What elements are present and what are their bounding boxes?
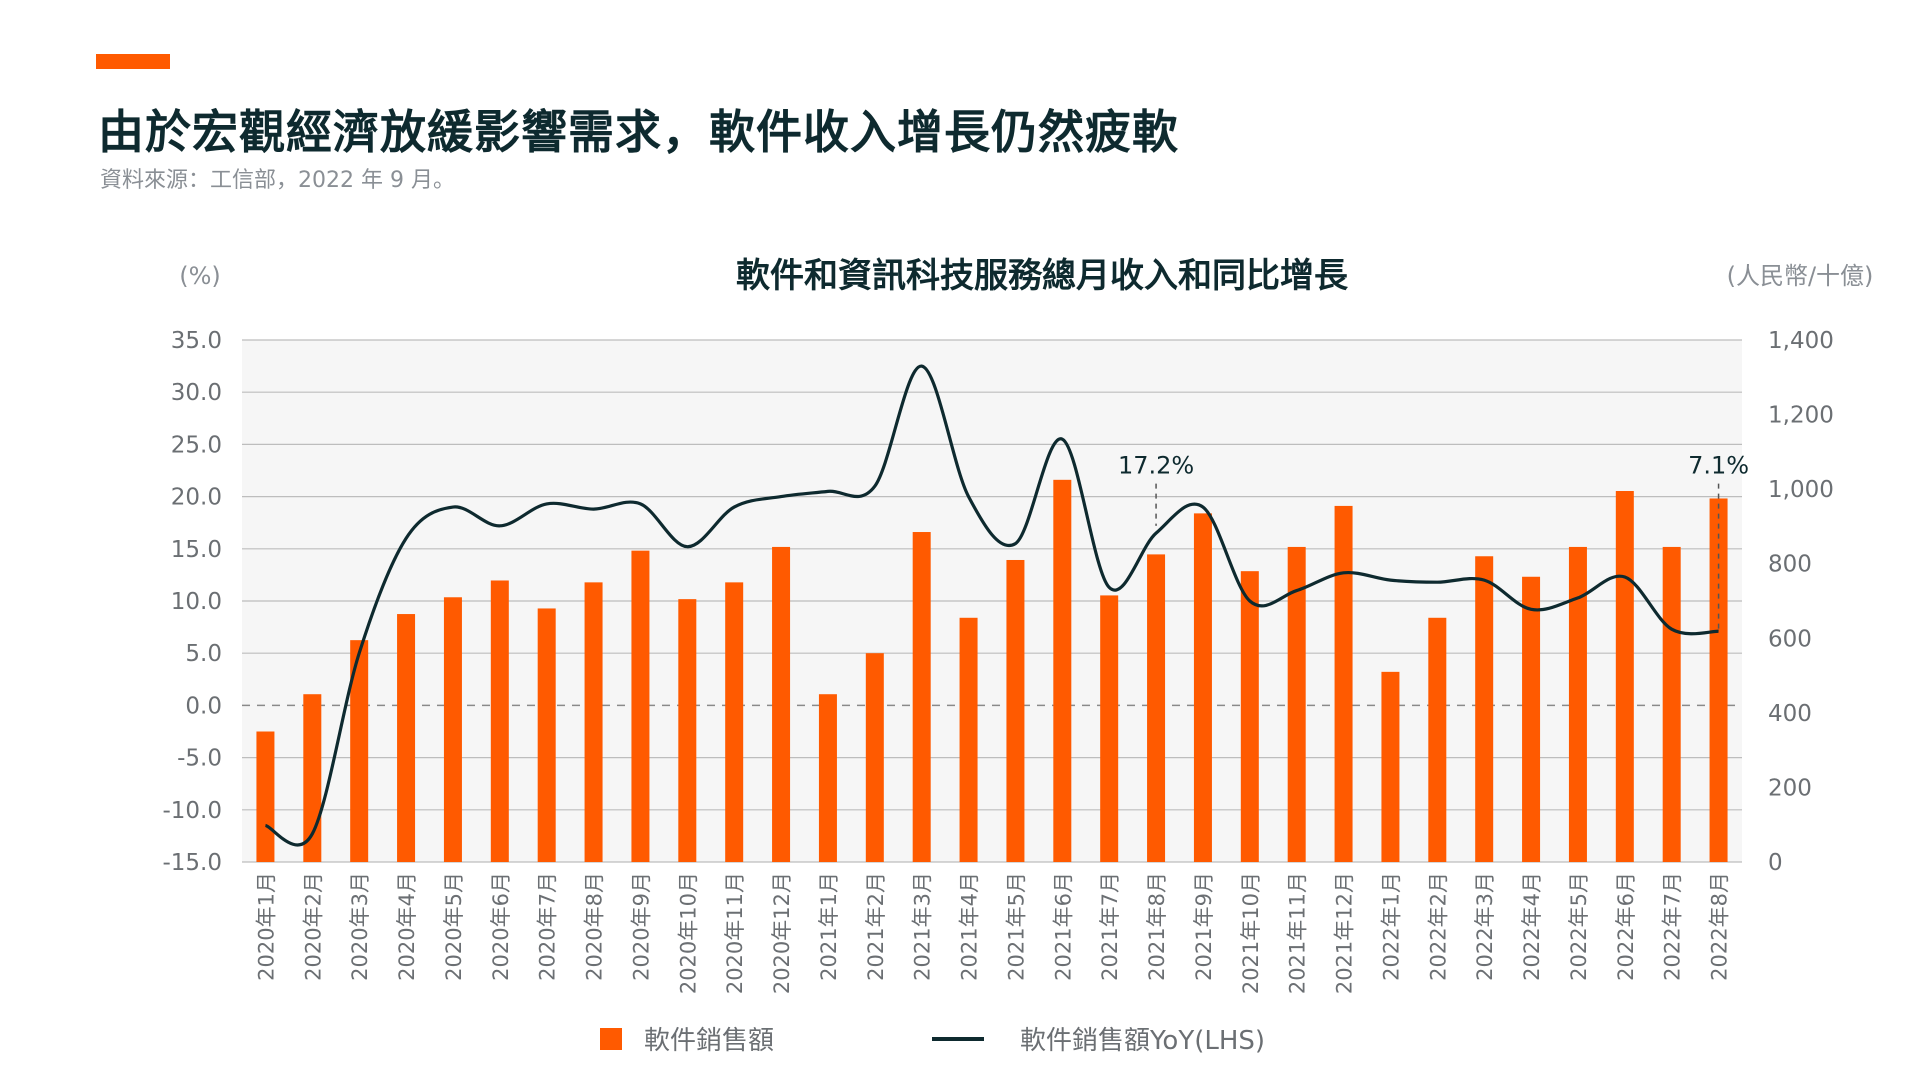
right-tick-label: 800	[1768, 552, 1812, 578]
bar	[1709, 498, 1728, 862]
left-tick-label: 5.0	[185, 641, 222, 667]
left-tick-label: -5.0	[177, 746, 222, 772]
x-tick-label: 2022年2月	[1426, 872, 1450, 981]
right-tick-label: 600	[1768, 626, 1812, 652]
x-tick-label: 2020年11月	[723, 872, 747, 994]
bar	[490, 580, 509, 862]
yoy-line	[264, 364, 1719, 847]
right-tick-label: 1,000	[1768, 477, 1834, 503]
bar	[725, 582, 744, 862]
x-tick-label: 2021年4月	[958, 872, 982, 981]
x-tick-label: 2020年8月	[583, 872, 607, 981]
bar	[772, 546, 791, 862]
bar	[1615, 491, 1634, 862]
bar	[584, 582, 603, 862]
legend-bar-swatch	[600, 1027, 622, 1050]
right-tick-label: 400	[1768, 701, 1812, 727]
page-source: 資料來源：工信部，2022 年 9 月。	[100, 168, 455, 193]
x-tick-label: 2022年3月	[1473, 872, 1497, 981]
annotation-label: 7.1%	[1688, 452, 1749, 480]
x-tick-label: 2022年5月	[1567, 872, 1591, 981]
bar	[865, 653, 884, 862]
bar	[1568, 546, 1587, 862]
left-tick-label: 30.0	[171, 380, 222, 406]
bar	[1662, 546, 1681, 862]
x-tick-label: 2021年11月	[1286, 872, 1310, 994]
bar	[443, 597, 462, 862]
x-tick-label: 2021年10月	[1239, 872, 1263, 994]
bar	[912, 532, 931, 862]
right-axis-unit: (人民幣/十億)	[1727, 262, 1874, 290]
x-tick-label: 2020年6月	[489, 872, 513, 981]
legend-line-swatch	[932, 1036, 984, 1041]
bar	[1053, 479, 1072, 862]
left-tick-label: -10.0	[162, 798, 222, 824]
x-tick-label: 2020年3月	[348, 872, 372, 981]
left-axis-unit: (%)	[179, 262, 221, 290]
left-tick-label: 25.0	[171, 432, 222, 458]
legend-item-line: 軟件銷售額YoY(LHS)	[932, 1020, 1265, 1057]
bar	[631, 550, 650, 862]
x-tick-label: 2021年12月	[1333, 872, 1357, 994]
x-tick-label: 2021年1月	[817, 872, 841, 981]
bar	[1381, 671, 1400, 862]
x-tick-label: 2022年8月	[1708, 872, 1732, 981]
right-tick-label: 1,400	[1768, 328, 1834, 354]
bar	[818, 694, 837, 862]
page-title: 由於宏觀經濟放緩影響需求，軟件收入增長仍然疲軟	[98, 105, 1179, 159]
x-tick-label: 2021年6月	[1051, 872, 1075, 981]
legend-bar-label: 軟件銷售額	[644, 1026, 775, 1056]
chart-legend: 軟件銷售額 軟件銷售額YoY(LHS)	[0, 1020, 1920, 1060]
bar	[537, 608, 556, 862]
bar	[1287, 546, 1306, 862]
x-tick-label: 2020年7月	[536, 872, 560, 981]
right-tick-label: 1,200	[1768, 403, 1834, 429]
left-tick-label: 10.0	[171, 589, 222, 615]
bar	[1100, 595, 1119, 862]
legend-item-bar: 軟件銷售額	[600, 1020, 774, 1057]
x-tick-label: 2022年7月	[1661, 872, 1685, 981]
bar	[256, 731, 275, 862]
x-tick-label: 2021年3月	[911, 872, 935, 981]
right-tick-label: 200	[1768, 775, 1812, 801]
x-tick-label: 2020年12月	[770, 872, 794, 994]
bar	[1334, 505, 1353, 862]
x-tick-label: 2020年9月	[629, 872, 653, 981]
left-tick-label: -15.0	[162, 850, 222, 876]
x-tick-label: 2020年5月	[442, 872, 466, 981]
x-tick-label: 2021年2月	[864, 872, 888, 981]
bar	[1147, 554, 1166, 862]
left-tick-label: 20.0	[171, 485, 222, 511]
x-tick-label: 2021年7月	[1098, 872, 1122, 981]
bar	[1522, 576, 1541, 862]
x-tick-label: 2020年10月	[676, 872, 700, 994]
x-tick-label: 2022年6月	[1614, 872, 1638, 981]
x-tick-label: 2021年5月	[1004, 872, 1028, 981]
bar	[1428, 617, 1447, 862]
left-tick-label: 0.0	[185, 693, 222, 719]
bar	[678, 599, 697, 862]
x-tick-label: 2021年9月	[1192, 872, 1216, 981]
annotation-label: 17.2%	[1118, 452, 1194, 480]
bar	[1193, 513, 1212, 862]
x-tick-label: 2022年4月	[1520, 872, 1544, 981]
bar	[1006, 559, 1025, 862]
accent-bar	[96, 54, 170, 69]
right-tick-label: 0	[1768, 850, 1783, 876]
x-tick-label: 2020年2月	[301, 872, 325, 981]
bar	[959, 617, 978, 862]
x-tick-label: 2020年4月	[395, 872, 419, 981]
bar	[397, 614, 416, 862]
bar	[1475, 556, 1494, 862]
x-tick-label: 2022年1月	[1379, 872, 1403, 981]
x-tick-label: 2020年1月	[254, 872, 278, 981]
legend-line-label: 軟件銷售額YoY(LHS)	[1020, 1026, 1266, 1056]
chart-title: 軟件和資訊科技服務總月收入和同比增長	[736, 256, 1349, 296]
left-tick-label: 35.0	[171, 328, 222, 354]
x-tick-label: 2021年8月	[1145, 872, 1169, 981]
left-tick-label: 15.0	[171, 537, 222, 563]
bar	[350, 640, 369, 862]
bar	[1240, 571, 1259, 862]
